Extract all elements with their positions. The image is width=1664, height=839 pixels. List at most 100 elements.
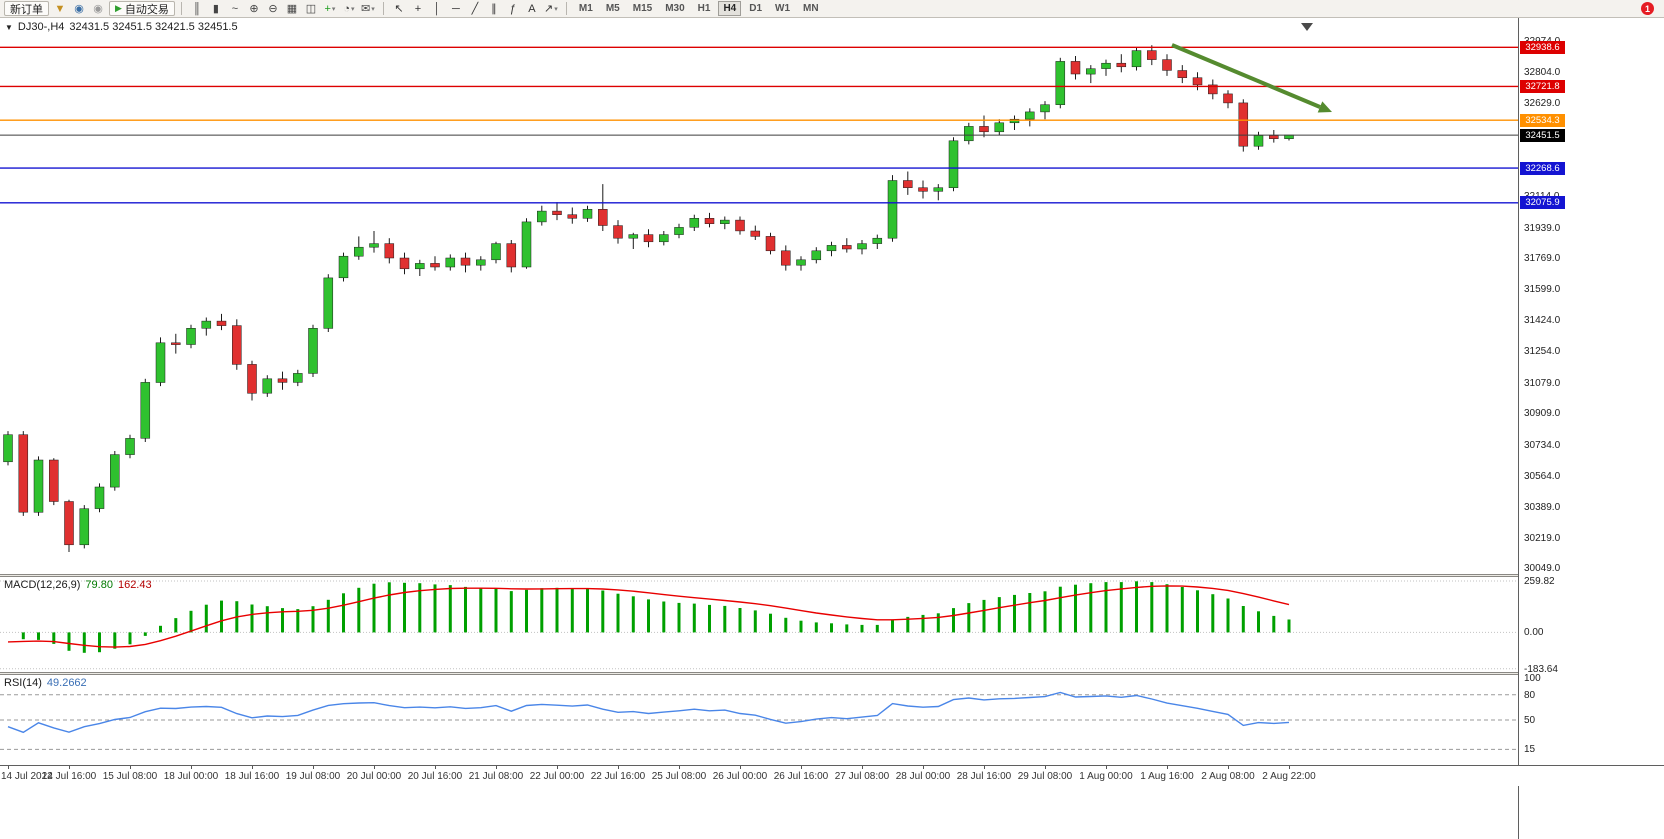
timeframe-h4[interactable]: H4 <box>718 1 742 16</box>
time-axis-tick <box>1106 766 1107 769</box>
price-badge: 32075.9 <box>1520 196 1565 210</box>
new-order-button[interactable]: 新订单 <box>4 1 49 16</box>
panel-divider[interactable] <box>0 672 1664 675</box>
vertical-line-icon[interactable]: │ <box>433 2 441 15</box>
time-axis-label: 20 Jul 16:00 <box>407 771 463 782</box>
line-chart-icon[interactable]: ~ <box>231 2 239 15</box>
chevron-down-icon: ▾ <box>371 5 375 13</box>
price-axis-label: 30564.0 <box>1524 470 1561 482</box>
macd-axis-label: 259.82 <box>1524 576 1555 587</box>
play-icon: ▶ <box>115 3 122 13</box>
time-axis-tick <box>984 766 985 769</box>
zoom-out-icon[interactable]: ⊖ <box>268 3 278 15</box>
chart-window: ▼ DJ30-,H4 32431.5 32451.5 32421.5 32451… <box>0 18 1664 839</box>
time-axis-tick <box>862 766 863 769</box>
panel-divider[interactable] <box>0 574 1664 577</box>
macd-panel[interactable] <box>0 577 1518 672</box>
timeframe-h1[interactable]: H1 <box>697 3 711 14</box>
notification-badge[interactable]: 1 <box>1641 2 1654 15</box>
template-icon[interactable]: ✉ ▾ <box>361 3 375 15</box>
timeframe-m1[interactable]: M1 <box>578 3 593 14</box>
price-axis-label: 31769.0 <box>1524 253 1561 265</box>
toolbar-separator <box>565 2 567 15</box>
time-axis-label: 14 Jul 2022 <box>1 771 53 782</box>
time-axis-label: 1 Aug 00:00 <box>1079 771 1133 782</box>
price-axis-label: 30219.0 <box>1524 532 1561 544</box>
autotrade-label: 自动交易 <box>124 3 169 16</box>
price-axis-label: 32804.0 <box>1524 66 1561 78</box>
time-axis-label: 26 Jul 16:00 <box>773 771 829 782</box>
candlestick-icon[interactable]: ▮ <box>212 3 219 15</box>
price-badge: 32938.6 <box>1520 40 1565 54</box>
time-axis-tick <box>374 766 375 769</box>
timeframe-m30[interactable]: M30 <box>665 3 685 14</box>
crosshair-icon[interactable]: + <box>414 2 422 15</box>
time-axis-tick <box>923 766 924 769</box>
trendline-icon[interactable]: ╱ <box>471 3 479 15</box>
timeframe-mn[interactable]: MN <box>803 3 819 14</box>
cursor-icon[interactable]: ↖ <box>394 3 404 15</box>
price-axis-label: 31939.0 <box>1524 222 1561 234</box>
macd-main-value: 79.80 <box>85 579 113 591</box>
trend-arrow[interactable] <box>1171 43 1321 109</box>
profile-icon[interactable]: ◉ <box>74 3 84 15</box>
symbol-caret-icon[interactable]: ▼ <box>5 22 13 32</box>
macd-axis-label: 0.00 <box>1524 627 1544 639</box>
fibonacci-icon[interactable]: ƒ <box>509 2 516 15</box>
time-axis-label: 1 Aug 16:00 <box>1140 771 1194 782</box>
record-icon[interactable]: ◉ <box>93 3 103 15</box>
time-axis-label: 25 Jul 08:00 <box>651 771 707 782</box>
time-axis-tick <box>191 766 192 769</box>
time-axis-label: 18 Jul 16:00 <box>224 771 280 782</box>
trend-arrow-head[interactable] <box>1317 101 1332 113</box>
price-axis-label: 30734.0 <box>1524 439 1561 451</box>
periods-icon[interactable]: ◔ ▾ <box>343 2 355 15</box>
indicators-icon[interactable]: + ▾ <box>324 2 336 15</box>
chart-shift-marker[interactable] <box>1301 23 1313 31</box>
time-axis[interactable]: 14 Jul 2022 14 Jul 16:00 15 Jul 08:00 18 Ju… <box>0 765 1664 786</box>
price-axis[interactable]: 32974.032804.032629.032454.032279.032114… <box>1518 18 1664 839</box>
time-axis-tick <box>557 766 558 769</box>
rsi-axis-label: 80 <box>1524 689 1536 701</box>
tile-windows-icon[interactable]: ◫ <box>305 3 317 15</box>
grid-icon[interactable]: ▦ <box>286 3 298 15</box>
chevron-down-icon: ▾ <box>350 5 355 13</box>
timeframe-m15[interactable]: M15 <box>632 3 653 14</box>
new-order-label: 新订单 <box>10 3 43 16</box>
price-axis-label: 31599.0 <box>1524 283 1561 295</box>
time-axis-label: 27 Jul 08:00 <box>834 771 890 782</box>
price-axis-label: 30049.0 <box>1524 563 1561 575</box>
rsi-indicator-label: RSI(14) 49.2662 <box>4 677 87 689</box>
bar-chart-icon[interactable]: ║ <box>193 2 201 15</box>
time-axis-label: 22 Jul 00:00 <box>529 771 585 782</box>
toolbar-separator <box>382 2 384 15</box>
timeframe-d1[interactable]: D1 <box>749 3 763 14</box>
text-icon[interactable]: A <box>528 2 536 15</box>
funnel-icon[interactable]: ▼ <box>54 2 66 15</box>
time-axis-tick <box>740 766 741 769</box>
horizontal-line-icon[interactable]: ─ <box>452 2 460 15</box>
timeframe-m5[interactable]: M5 <box>605 3 620 14</box>
price-badge: 32268.6 <box>1520 161 1565 175</box>
macd-signal-value: 162.43 <box>117 579 152 591</box>
rsi-panel[interactable] <box>0 675 1518 765</box>
candlestick-chart[interactable] <box>0 18 1518 574</box>
time-axis-label: 18 Jul 00:00 <box>163 771 219 782</box>
time-axis-tick <box>8 766 9 769</box>
chart-title: ▼ DJ30-,H4 32431.5 32451.5 32421.5 32451… <box>5 21 238 33</box>
timeframe-group: M1 M5 M15 M30 H1 H4 D1 W1 MN <box>573 1 825 16</box>
time-axis-tick <box>801 766 802 769</box>
time-axis-tick <box>1045 766 1046 769</box>
channel-icon[interactable]: ∥ <box>491 3 497 15</box>
chart-ohlc: 32431.5 32451.5 32421.5 32451.5 <box>69 21 238 33</box>
price-axis-label: 32629.0 <box>1524 98 1561 110</box>
zoom-in-icon[interactable]: ⊕ <box>249 3 259 15</box>
macd-axis-label: -183.64 <box>1524 663 1558 675</box>
candles <box>3 45 1294 552</box>
time-axis-tick <box>130 766 131 769</box>
toolbar-chart-icons: ║ ▮ ~ ⊕ ⊖ ▦ ◫ + ▾ ◔ ▾ ✉ ▾ <box>188 1 377 16</box>
arrows-icon[interactable]: ↗ ▾ <box>544 3 558 15</box>
autotrade-button[interactable]: ▶ 自动交易 <box>109 1 175 16</box>
timeframe-w1[interactable]: W1 <box>775 3 791 14</box>
time-axis-label: 21 Jul 08:00 <box>468 771 524 782</box>
